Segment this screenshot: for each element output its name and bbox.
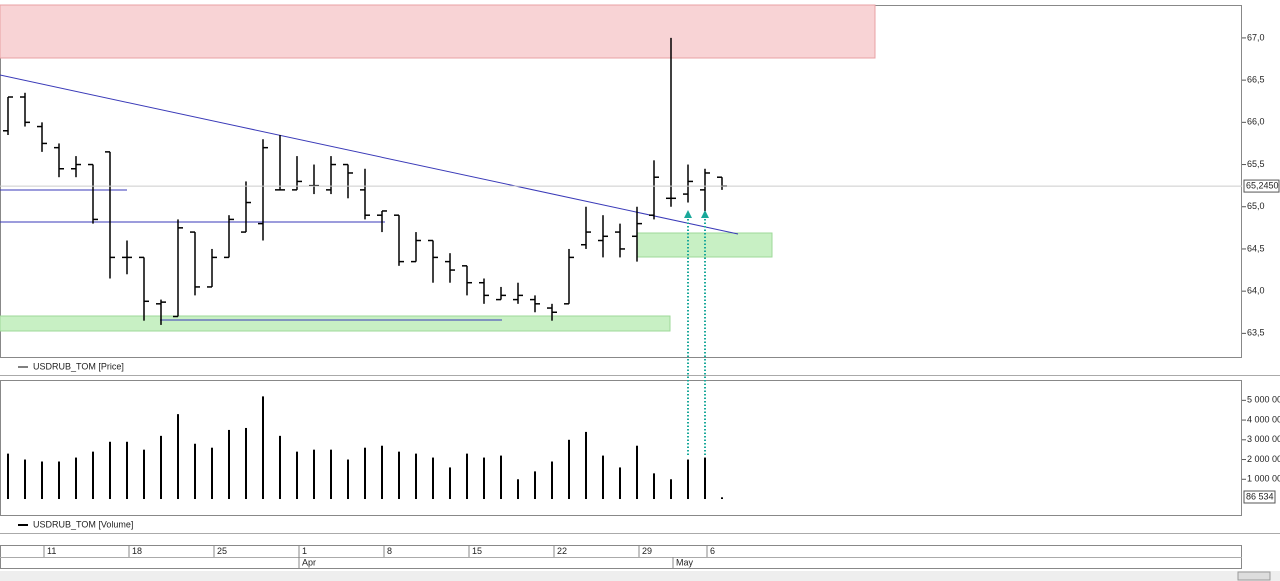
value-label-box — [1243, 490, 1276, 504]
annotation-arrows — [687, 216, 706, 455]
volume-bar — [7, 453, 9, 500]
volume-bar — [92, 451, 94, 500]
volume-bar — [245, 427, 247, 500]
y-tick-label: 2 000 00 — [1247, 454, 1280, 464]
volume-bar — [619, 467, 621, 500]
last-price-label: 65,2450 — [1246, 180, 1279, 190]
volume-bar — [279, 435, 281, 500]
scrollbar — [0, 571, 1280, 581]
y-tick-label: 64,0 — [1247, 286, 1265, 296]
volume-bar — [636, 445, 638, 500]
y-tick-label: 4 000 00 — [1247, 414, 1280, 424]
x-tick-label: 18 — [132, 546, 142, 556]
volume-bar — [517, 479, 519, 500]
volume-bar — [143, 449, 145, 500]
volume-bar — [551, 461, 553, 500]
y-tick-label: 66,5 — [1247, 75, 1265, 85]
volume-bar — [415, 453, 417, 500]
volume-bar — [296, 451, 298, 500]
volume-bar — [381, 445, 383, 500]
volume-bar — [75, 457, 77, 500]
volume-bar — [194, 443, 196, 500]
volume-bar — [398, 451, 400, 500]
volume-bar — [262, 396, 264, 500]
resistance-zone — [0, 4, 876, 59]
x-tick-label: 1 — [302, 546, 307, 556]
volume-bar — [313, 449, 315, 500]
volume-bar — [466, 453, 468, 500]
volume-bar — [211, 447, 213, 500]
y-tick-label: 65,5 — [1247, 159, 1265, 169]
volume-bar — [432, 457, 434, 500]
arrow-heads — [684, 210, 709, 218]
volume-bar — [602, 455, 604, 500]
x-tick-label: 29 — [642, 546, 652, 556]
last-price-box — [1243, 179, 1280, 193]
scroll-thumb[interactable] — [1237, 571, 1271, 581]
y-tick-label: 65,0 — [1247, 201, 1265, 211]
y-tick-label: 3 000 00 — [1247, 434, 1280, 444]
volume-bar — [449, 467, 451, 500]
volume-bar — [483, 457, 485, 500]
volume-bar — [109, 441, 111, 500]
volume-bar — [41, 461, 43, 500]
volume-bar — [653, 473, 655, 500]
month-label: May — [676, 557, 694, 567]
month-label: Apr — [302, 557, 316, 567]
y-tick-label: 1 000 00 — [1247, 474, 1280, 484]
x-tick-label: 6 — [710, 546, 715, 556]
volume-bar — [687, 459, 689, 500]
volume-bar — [585, 431, 587, 500]
x-tick-label: 22 — [557, 546, 567, 556]
volume-bar — [364, 447, 366, 500]
volume-bar — [721, 497, 723, 500]
support-zone — [0, 315, 671, 332]
volume-bar — [160, 435, 162, 500]
volume-bar — [347, 459, 349, 500]
volume-bar — [58, 461, 60, 500]
y-tick-label: 63,5 — [1247, 328, 1265, 338]
volume-bar — [534, 471, 536, 500]
volume-panel — [0, 380, 1242, 516]
x-tick-label: 8 — [387, 546, 392, 556]
volume-bar — [228, 429, 230, 500]
y-tick-label: 67,0 — [1247, 32, 1265, 42]
trend-line — [0, 74, 739, 235]
volume-bar — [704, 457, 706, 500]
volume-bar — [500, 455, 502, 500]
x-tick-label: 11 — [47, 546, 56, 556]
price-panel — [0, 5, 1242, 358]
x-tick-label: 25 — [217, 546, 227, 556]
volume-bar — [568, 439, 570, 500]
volume-bar — [126, 441, 128, 500]
y-tick-label: 5 000 00 — [1247, 395, 1280, 405]
legend-label: USDRUB_TOM [Price] — [33, 361, 124, 371]
y-tick-label: 64,5 — [1247, 243, 1265, 253]
volume-bar — [24, 459, 26, 500]
volume-bar — [177, 414, 179, 500]
y-tick-label: 66,0 — [1247, 117, 1265, 127]
volume-bar — [330, 449, 332, 500]
value-label: 86 534 — [1246, 491, 1274, 501]
x-tick-label: 15 — [472, 546, 482, 556]
legend-label: USDRUB_TOM [Volume] — [33, 519, 133, 529]
volume-bar — [670, 479, 672, 500]
